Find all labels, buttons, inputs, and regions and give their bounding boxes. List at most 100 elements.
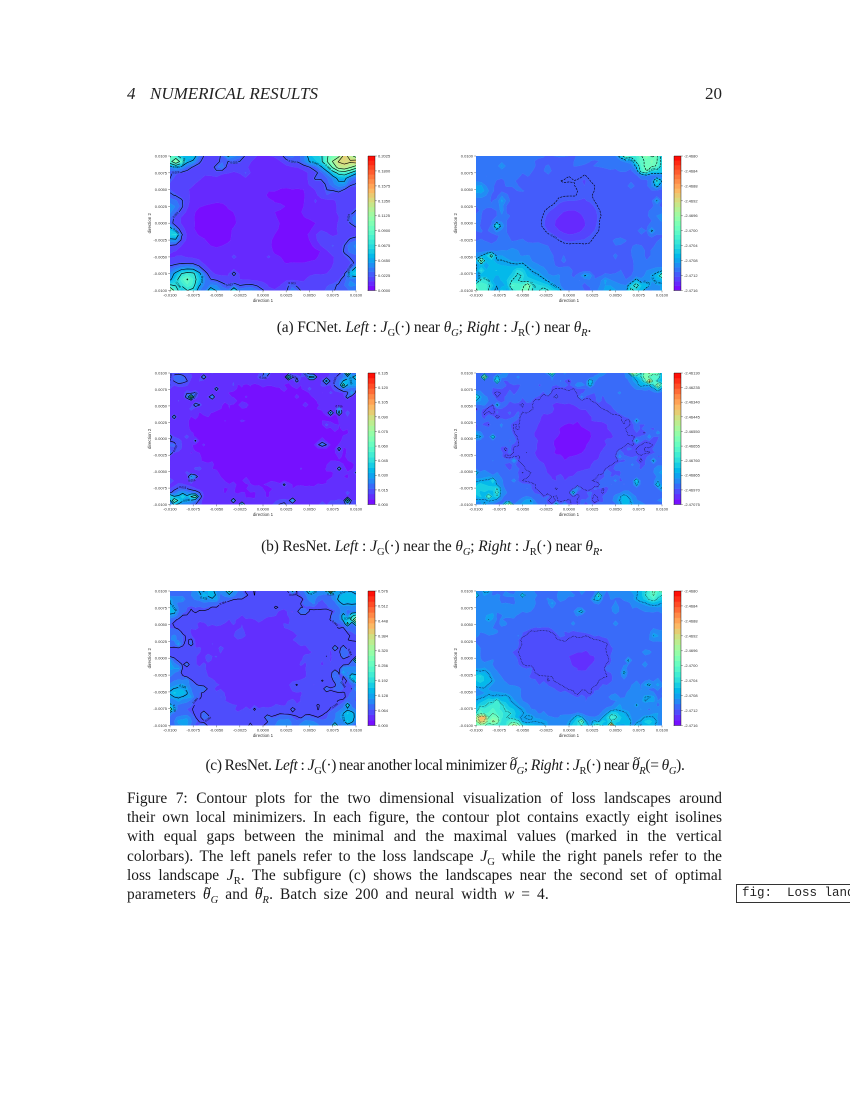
svg-text:0.384: 0.384 [378, 633, 389, 638]
svg-text:0.000: 0.000 [378, 722, 389, 727]
svg-text:direction 2: direction 2 [147, 647, 152, 668]
svg-text:0.0100: 0.0100 [350, 292, 363, 297]
svg-text:0.0100: 0.0100 [655, 292, 668, 297]
svg-text:0.0025: 0.0025 [280, 727, 293, 732]
svg-text:0.0050: 0.0050 [155, 187, 168, 192]
svg-text:-0.0025: -0.0025 [539, 292, 553, 297]
svg-text:-0.0075: -0.0075 [459, 486, 473, 491]
svg-text:0.0075: 0.0075 [632, 727, 645, 732]
svg-text:-2.4688: -2.4688 [684, 618, 698, 623]
svg-text:-2.4712: -2.4712 [684, 708, 698, 713]
svg-text:-2.4680: -2.4680 [684, 588, 698, 593]
svg-text:-2.4692: -2.4692 [684, 633, 698, 638]
svg-text:0.576: 0.576 [378, 588, 389, 593]
svg-text:direction 2: direction 2 [147, 428, 152, 449]
svg-text:-0.0100: -0.0100 [163, 506, 177, 511]
svg-text:0.0100: 0.0100 [350, 506, 363, 511]
svg-text:0.128: 0.128 [339, 588, 347, 594]
svg-text:0.023: 0.023 [288, 281, 296, 285]
svg-text:-0.0075: -0.0075 [153, 486, 167, 491]
svg-text:-0.0075: -0.0075 [186, 506, 200, 511]
svg-text:0.0100: 0.0100 [460, 588, 473, 593]
svg-text:direction 1: direction 1 [558, 297, 579, 302]
svg-text:-2.46970: -2.46970 [684, 487, 701, 492]
svg-text:-2.4680: -2.4680 [684, 153, 698, 158]
svg-text:-0.0100: -0.0100 [153, 502, 167, 507]
svg-text:0.0075: 0.0075 [460, 170, 473, 175]
svg-text:0.1350: 0.1350 [378, 198, 391, 203]
svg-text:-2.471: -2.471 [650, 276, 658, 285]
svg-text:-0.0100: -0.0100 [459, 287, 473, 292]
svg-text:0.0025: 0.0025 [460, 203, 473, 208]
svg-text:-2.4692: -2.4692 [684, 198, 698, 203]
svg-text:-0.0050: -0.0050 [210, 292, 224, 297]
svg-text:0.128: 0.128 [171, 604, 178, 612]
svg-text:-2.4708: -2.4708 [684, 693, 698, 698]
svg-text:-0.0100: -0.0100 [459, 722, 473, 727]
svg-text:0.0025: 0.0025 [155, 420, 168, 425]
svg-text:-2.4716: -2.4716 [684, 287, 698, 292]
svg-text:-0.0075: -0.0075 [492, 292, 506, 297]
svg-text:0.045: 0.045 [347, 269, 351, 277]
svg-text:0.120: 0.120 [378, 385, 389, 390]
svg-text:-0.0050: -0.0050 [515, 727, 529, 732]
svg-text:0.128: 0.128 [172, 704, 177, 712]
svg-text:-2.47075: -2.47075 [684, 502, 701, 507]
svg-text:0.0000: 0.0000 [155, 655, 168, 660]
svg-text:0.0100: 0.0100 [655, 506, 668, 511]
svg-text:0.128: 0.128 [378, 693, 389, 698]
svg-text:-0.0050: -0.0050 [515, 292, 529, 297]
svg-text:0.0000: 0.0000 [155, 220, 168, 225]
svg-text:0.0050: 0.0050 [609, 292, 622, 297]
svg-text:-0.0050: -0.0050 [153, 469, 167, 474]
svg-text:0.0075: 0.0075 [327, 727, 340, 732]
svg-text:-0.0075: -0.0075 [153, 271, 167, 276]
svg-text:0.064: 0.064 [347, 648, 354, 656]
svg-text:-0.0050: -0.0050 [153, 689, 167, 694]
svg-text:0.128: 0.128 [344, 615, 352, 620]
svg-text:0.023: 0.023 [230, 160, 237, 164]
svg-text:0.320: 0.320 [378, 648, 389, 653]
svg-text:-0.0075: -0.0075 [492, 506, 506, 511]
svg-text:0.075: 0.075 [378, 429, 389, 434]
svg-text:-2.470: -2.470 [528, 280, 537, 289]
svg-text:-0.0050: -0.0050 [153, 254, 167, 259]
svg-text:-0.0050: -0.0050 [210, 506, 224, 511]
svg-text:-0.0100: -0.0100 [163, 727, 177, 732]
svg-text:0.0000: 0.0000 [562, 506, 575, 511]
svg-text:0.0000: 0.0000 [460, 220, 473, 225]
svg-text:0.0050: 0.0050 [303, 292, 316, 297]
svg-text:0.045: 0.045 [311, 160, 319, 166]
svg-text:-2.471: -2.471 [549, 232, 558, 240]
svg-text:-0.0050: -0.0050 [459, 689, 473, 694]
svg-text:0.045: 0.045 [172, 227, 180, 235]
svg-text:0.1575: 0.1575 [378, 183, 391, 188]
svg-text:0.192: 0.192 [378, 678, 389, 683]
svg-text:-0.0100: -0.0100 [469, 727, 483, 732]
svg-text:-2.46865: -2.46865 [684, 473, 701, 478]
svg-text:direction 1: direction 1 [558, 512, 579, 517]
svg-text:-0.0025: -0.0025 [153, 453, 167, 458]
svg-text:-2.46130: -2.46130 [684, 370, 701, 375]
svg-text:-0.0075: -0.0075 [459, 271, 473, 276]
svg-text:-2.470: -2.470 [482, 275, 491, 283]
svg-text:0.0450: 0.0450 [378, 258, 391, 263]
svg-text:0.0000: 0.0000 [378, 287, 391, 292]
svg-text:0.0075: 0.0075 [327, 292, 340, 297]
svg-text:0.0025: 0.0025 [280, 292, 293, 297]
svg-text:0.128: 0.128 [179, 683, 187, 689]
svg-text:-2.4708: -2.4708 [684, 258, 698, 263]
svg-text:0.0025: 0.0025 [586, 292, 599, 297]
svg-text:0.0025: 0.0025 [460, 420, 473, 425]
svg-text:-0.0075: -0.0075 [186, 727, 200, 732]
svg-text:-2.4684: -2.4684 [684, 603, 698, 608]
svg-text:0.105: 0.105 [378, 400, 389, 405]
svg-text:-0.0025: -0.0025 [459, 672, 473, 677]
svg-text:0.0075: 0.0075 [632, 506, 645, 511]
svg-text:0.0025: 0.0025 [586, 727, 599, 732]
svg-text:-0.0075: -0.0075 [459, 706, 473, 711]
svg-text:0.0000: 0.0000 [257, 506, 270, 511]
svg-text:0.0100: 0.0100 [155, 370, 168, 375]
svg-text:-0.0100: -0.0100 [469, 292, 483, 297]
svg-text:-0.0100: -0.0100 [469, 506, 483, 511]
